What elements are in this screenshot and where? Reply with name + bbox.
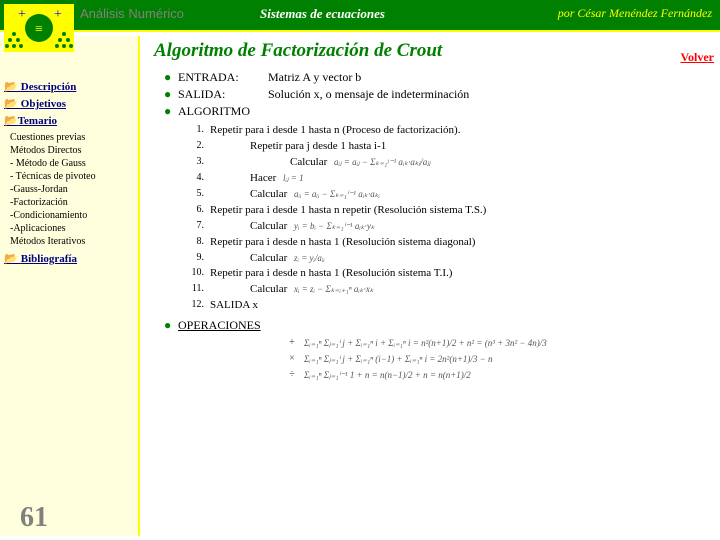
- svg-text:+: +: [18, 7, 26, 22]
- main-content: Algoritmo de Factorización de Crout Volv…: [142, 34, 720, 540]
- top-bar: Análisis Numérico Sistemas de ecuaciones…: [0, 0, 720, 32]
- nav-sub-gauss[interactable]: - Método de Gauss: [10, 157, 134, 170]
- slide-title: Algoritmo de Factorización de Crout: [154, 40, 712, 62]
- nav-objetivos[interactable]: 📂 Objetivos: [4, 97, 134, 110]
- algorithm-steps: 1.Repetir para i desde 1 hasta n (Proces…: [188, 123, 712, 314]
- algoritmo-row: ●ALGORITMO: [164, 104, 712, 119]
- nav-sub-factorizacion[interactable]: -Factorización: [10, 196, 134, 209]
- nav-descripcion[interactable]: 📂 Descripción: [4, 80, 134, 93]
- nav-temario[interactable]: 📂Temario: [4, 114, 134, 127]
- operations-formulas: +Σᵢ₌₁ⁿ Σⱼ₌₁ⁱ j + Σᵢ₌₁ⁿ i + Σᵢ₌₁ⁿ i = n²(…: [284, 335, 712, 383]
- operaciones-row: ●OPERACIONES: [164, 318, 712, 333]
- volver-link[interactable]: Volver: [680, 50, 714, 65]
- header-left: Análisis Numérico: [80, 6, 184, 21]
- nav-bibliografia[interactable]: 📂 Bibliografía: [4, 252, 134, 265]
- header-title: Sistemas de ecuaciones: [260, 6, 385, 22]
- nav-sub-aplicaciones[interactable]: -Aplicaciones: [10, 222, 134, 235]
- svg-text:+: +: [54, 7, 62, 22]
- page-number: 61: [20, 502, 48, 534]
- svg-text:≡: ≡: [35, 22, 43, 37]
- entrada-row: ●ENTRADA:Matriz A y vector b: [164, 70, 712, 85]
- header-author: por César Menéndez Fernández: [558, 6, 712, 21]
- nav-sub-pivoteo[interactable]: - Técnicas de pivoteo: [10, 170, 134, 183]
- sidebar: 📂 Descripción 📂 Objetivos 📂Temario Cuest…: [0, 36, 140, 536]
- logo-icon: ≡ + +: [4, 4, 74, 52]
- nav-sub-cuestiones[interactable]: Cuestiones previas: [10, 131, 134, 144]
- nav-sub-condicionamiento[interactable]: -Condicionamiento: [10, 209, 134, 222]
- nav-sub-gaussjordan[interactable]: -Gauss-Jordan: [10, 183, 134, 196]
- nav-sub-directos[interactable]: Métodos Directos: [10, 144, 134, 157]
- nav-sub-iterativos[interactable]: Métodos Iterativos: [10, 235, 134, 248]
- salida-row: ●SALIDA:Solución x, o mensaje de indeter…: [164, 87, 712, 102]
